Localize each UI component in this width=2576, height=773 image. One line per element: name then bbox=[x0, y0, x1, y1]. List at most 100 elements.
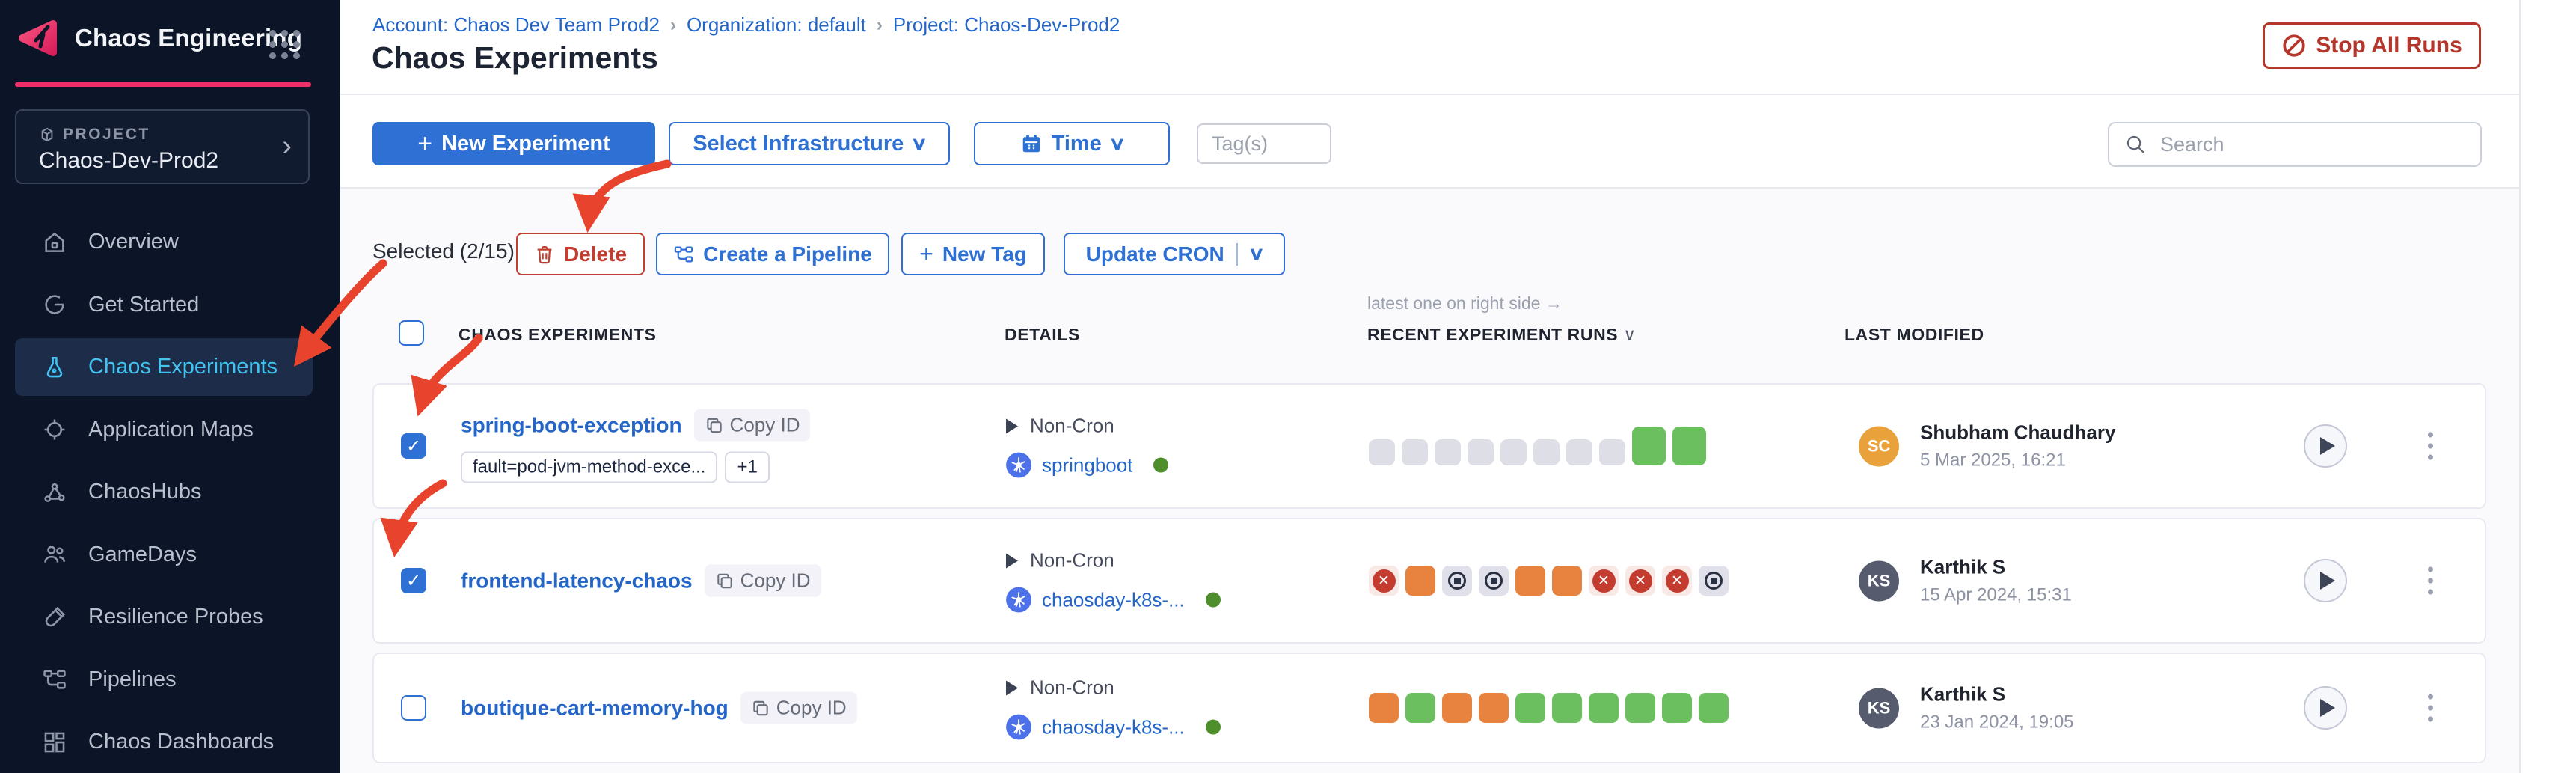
stop-all-runs-button[interactable]: Stop All Runs bbox=[2263, 22, 2481, 69]
run-status-passed[interactable] bbox=[1699, 693, 1729, 723]
run-status-skipped[interactable] bbox=[1402, 439, 1428, 465]
run-status-running[interactable] bbox=[1479, 693, 1509, 723]
run-status-passed[interactable] bbox=[1672, 427, 1706, 465]
run-experiment-button[interactable] bbox=[2304, 424, 2347, 468]
page-title: Chaos Experiments bbox=[372, 40, 658, 75]
time-filter-dropdown[interactable]: Time ∨ bbox=[974, 122, 1170, 165]
row-checkbox[interactable]: ✓ bbox=[401, 568, 426, 593]
row-menu-button[interactable] bbox=[2423, 690, 2438, 727]
run-status-skipped[interactable] bbox=[1468, 439, 1494, 465]
run-status-running[interactable] bbox=[1515, 566, 1545, 596]
harness-chaos-logo-icon bbox=[18, 19, 58, 57]
run-status-running[interactable] bbox=[1369, 693, 1399, 723]
run-status-skipped[interactable] bbox=[1533, 439, 1560, 465]
run-status-running[interactable] bbox=[1405, 566, 1435, 596]
home-icon bbox=[42, 230, 67, 255]
infrastructure-link[interactable]: springboot bbox=[1042, 453, 1133, 476]
expander-triangle-icon bbox=[1006, 418, 1018, 433]
sidebar-item-get-started[interactable]: Get Started bbox=[15, 276, 313, 334]
breadcrumb-link[interactable]: Organization: default bbox=[686, 13, 866, 36]
kubernetes-icon bbox=[1006, 452, 1031, 478]
experiment-name-link[interactable]: spring-boot-exception bbox=[461, 413, 682, 436]
run-experiment-button[interactable] bbox=[2304, 686, 2347, 730]
sidebar-item-gamedays[interactable]: GameDays bbox=[15, 526, 313, 584]
run-status-failed[interactable]: ✕ bbox=[1589, 566, 1619, 596]
tags-filter-input[interactable] bbox=[1197, 123, 1331, 164]
run-status-passed[interactable] bbox=[1552, 693, 1582, 723]
schedule-expander[interactable]: Non-Cron bbox=[1006, 676, 1221, 700]
experiment-tag-chip[interactable]: fault=pod-jvm-method-exce... bbox=[461, 451, 718, 483]
details-cell: Non-Cron chaosday-k8s-... bbox=[1006, 549, 1221, 613]
row-menu-button[interactable] bbox=[2423, 563, 2438, 599]
prohibit-icon bbox=[2281, 33, 2307, 58]
run-status-stopped[interactable] bbox=[1442, 566, 1472, 596]
run-status-skipped[interactable] bbox=[1500, 439, 1527, 465]
copy-icon bbox=[706, 418, 722, 433]
project-selector[interactable]: PROJECT Chaos-Dev-Prod2 › bbox=[15, 109, 310, 184]
breadcrumb-link[interactable]: Account: Chaos Dev Team Prod2 bbox=[372, 13, 660, 36]
recent-runs-cell bbox=[1369, 693, 1729, 723]
sidebar-item-label: Chaos Dashboards bbox=[88, 730, 275, 754]
search-box bbox=[2108, 122, 2482, 167]
last-modified-cell: KS Karthik S 15 Apr 2024, 15:31 bbox=[1859, 556, 2072, 606]
run-status-failed[interactable]: ✕ bbox=[1369, 566, 1399, 596]
run-status-skipped[interactable] bbox=[1369, 439, 1395, 465]
sidebar-item-application-maps[interactable]: Application Maps bbox=[15, 401, 313, 459]
sidebar-item-overview[interactable]: Overview bbox=[15, 213, 313, 271]
create-pipeline-button[interactable]: Create a Pipeline bbox=[656, 233, 889, 275]
avatar: KS bbox=[1859, 560, 1899, 601]
copy-icon bbox=[753, 700, 768, 715]
experiment-name-link[interactable]: frontend-latency-chaos bbox=[461, 569, 693, 592]
experiment-name-link[interactable]: boutique-cart-memory-hog bbox=[461, 696, 729, 719]
run-status-passed[interactable] bbox=[1405, 693, 1435, 723]
infra-status-dot bbox=[1205, 719, 1221, 735]
run-status-failed[interactable]: ✕ bbox=[1662, 566, 1692, 596]
row-checkbox[interactable]: ✓ bbox=[401, 433, 426, 459]
new-tag-button[interactable]: + New Tag bbox=[901, 233, 1045, 275]
search-input[interactable] bbox=[2159, 132, 2465, 157]
copy-id-button[interactable]: Copy ID bbox=[693, 409, 811, 442]
sidebar-item-resilience-probes[interactable]: Resilience Probes bbox=[15, 588, 313, 646]
breadcrumb-link[interactable]: Project: Chaos-Dev-Prod2 bbox=[892, 13, 1120, 36]
infrastructure-link[interactable]: chaosday-k8s-... bbox=[1042, 715, 1185, 738]
select-all-checkbox[interactable] bbox=[399, 320, 424, 346]
sidebar-item-label: Pipelines bbox=[88, 667, 177, 691]
run-status-stopped[interactable] bbox=[1479, 566, 1509, 596]
play-icon bbox=[2319, 699, 2335, 717]
sidebar-item-chaos-experiments[interactable]: Chaos Experiments bbox=[15, 338, 313, 396]
run-status-skipped[interactable] bbox=[1566, 439, 1592, 465]
schedule-expander[interactable]: Non-Cron bbox=[1006, 415, 1168, 438]
run-status-skipped[interactable] bbox=[1599, 439, 1625, 465]
run-status-skipped[interactable] bbox=[1435, 439, 1461, 465]
column-header-recent-runs[interactable]: RECENT EXPERIMENT RUNS ∨ bbox=[1367, 325, 1637, 344]
select-infrastructure-dropdown[interactable]: Select Infrastructure ∨ bbox=[669, 122, 950, 165]
run-status-passed[interactable] bbox=[1662, 693, 1692, 723]
run-status-running[interactable] bbox=[1442, 693, 1472, 723]
run-status-passed[interactable] bbox=[1589, 693, 1619, 723]
modified-date: 23 Jan 2024, 19:05 bbox=[1920, 712, 2074, 733]
run-status-passed[interactable] bbox=[1632, 427, 1666, 465]
row-checkbox[interactable] bbox=[401, 695, 426, 721]
infrastructure-link[interactable]: chaosday-k8s-... bbox=[1042, 588, 1185, 611]
copy-id-button[interactable]: Copy ID bbox=[704, 564, 821, 597]
sidebar-item-pipelines[interactable]: Pipelines bbox=[15, 651, 313, 709]
module-switcher-icon[interactable] bbox=[269, 30, 301, 59]
run-status-passed[interactable] bbox=[1625, 693, 1655, 723]
schedule-expander[interactable]: Non-Cron bbox=[1006, 549, 1221, 572]
run-experiment-button[interactable] bbox=[2304, 559, 2347, 602]
run-status-running[interactable] bbox=[1552, 566, 1582, 596]
row-menu-button[interactable] bbox=[2423, 428, 2438, 465]
update-cron-split-button[interactable]: Update CRON ∨ bbox=[1064, 233, 1285, 275]
chevron-down-icon: ∨ bbox=[1623, 325, 1637, 344]
sidebar-item-chaos-dashboards[interactable]: Chaos Dashboards bbox=[15, 713, 313, 771]
run-status-passed[interactable] bbox=[1515, 693, 1545, 723]
last-modified-cell: SC Shubham Chaudhary 5 Mar 2025, 16:21 bbox=[1859, 421, 2115, 471]
experiment-tag-chip[interactable]: +1 bbox=[725, 451, 770, 483]
delete-button[interactable]: Delete bbox=[516, 233, 645, 275]
run-status-stopped[interactable] bbox=[1699, 566, 1729, 596]
breadcrumb: Account: Chaos Dev Team Prod2 › Organizati… bbox=[372, 13, 1120, 37]
run-status-failed[interactable]: ✕ bbox=[1625, 566, 1655, 596]
copy-id-button[interactable]: Copy ID bbox=[740, 691, 857, 724]
sidebar-item-chaoshubs[interactable]: ChaosHubs bbox=[15, 463, 313, 521]
new-experiment-button[interactable]: + New Experiment bbox=[372, 122, 655, 165]
